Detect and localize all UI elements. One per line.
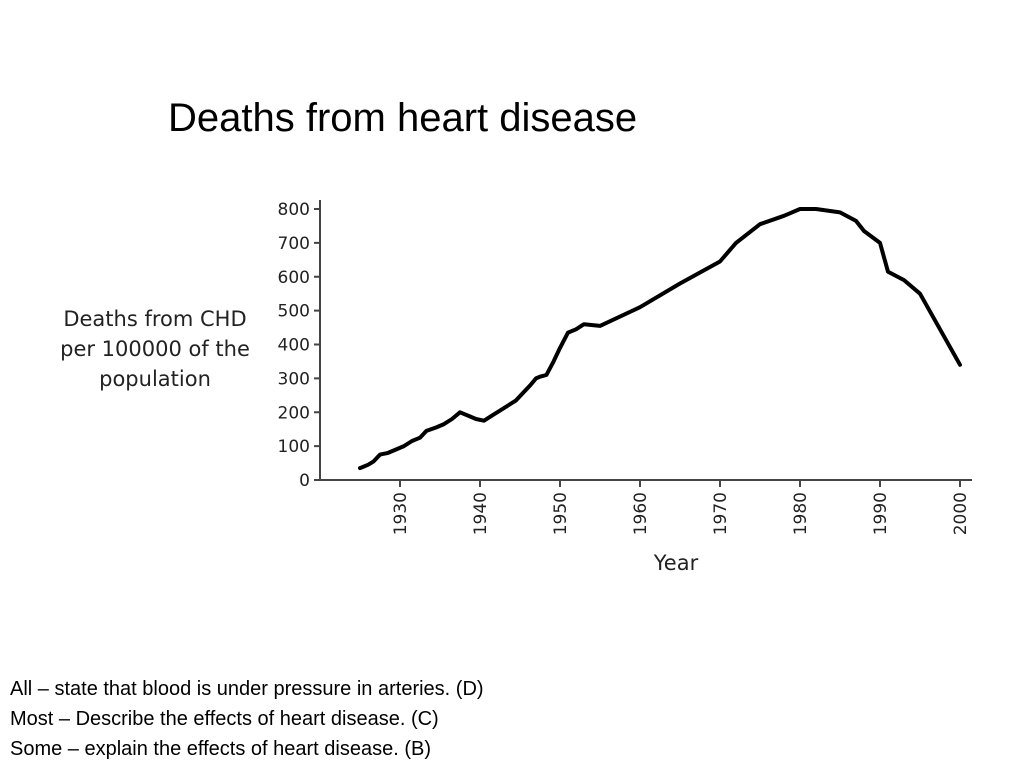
- chart-series: [358, 207, 962, 471]
- x-tick-label: 1960: [631, 492, 651, 535]
- note-line-some: Some – explain the effects of heart dise…: [10, 738, 431, 760]
- x-tick-label: 1950: [551, 492, 571, 535]
- slide-notes: All – state that blood is under pressure…: [10, 674, 484, 764]
- y-tick-label: 300: [278, 369, 310, 389]
- note-line-most: Most – Describe the effects of heart dis…: [10, 708, 439, 730]
- series-line: [358, 207, 962, 471]
- note-line-all: All – state that blood is under pressure…: [10, 678, 484, 700]
- y-tick-label: 400: [278, 336, 310, 356]
- chart-axes: [319, 200, 972, 481]
- y-tick-label: 0: [299, 471, 310, 491]
- x-tick-label: 2000: [951, 492, 971, 535]
- y-tick-label: 600: [278, 268, 310, 288]
- x-tick-label: 1970: [711, 492, 731, 535]
- x-axis-ticks: 1930 1940 1950 1960 1970 1980 1990 2000: [391, 480, 971, 535]
- slide-title: Deaths from heart disease: [168, 96, 638, 140]
- y-tick-label: 700: [278, 234, 310, 254]
- y-tick-label: 500: [278, 302, 310, 322]
- y-axis-ticks: 0 100 200 300 400 500 600 700 800: [278, 200, 320, 491]
- x-axis-label: Year: [653, 551, 699, 575]
- x-tick-label: 1990: [871, 492, 891, 535]
- y-tick-label: 100: [278, 437, 310, 457]
- y-axis-label: Deaths from CHD per 100000 of the popula…: [60, 307, 250, 391]
- x-tick-label: 1980: [791, 492, 811, 535]
- x-tick-label: 1930: [391, 492, 411, 535]
- x-tick-label: 1940: [471, 492, 491, 535]
- y-tick-label: 200: [278, 403, 310, 423]
- y-tick-label: 800: [278, 200, 310, 220]
